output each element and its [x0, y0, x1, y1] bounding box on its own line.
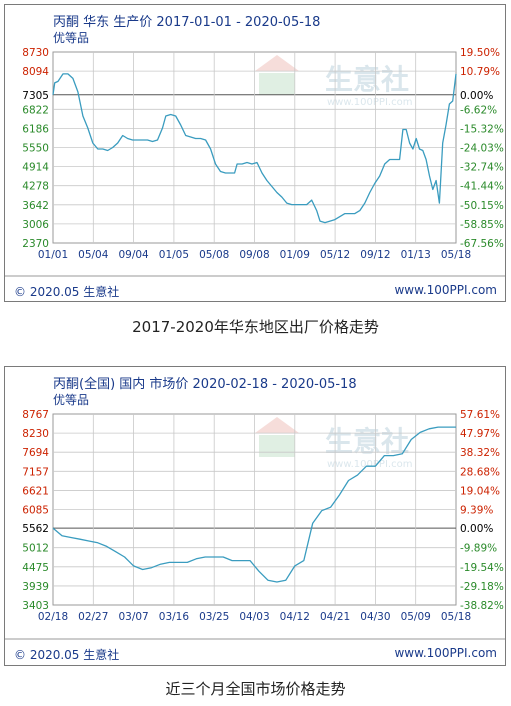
y-tick-right: -67.56%	[460, 238, 504, 250]
watermark-brand: 生意社	[325, 425, 409, 458]
y-tick-left: 8230	[22, 428, 49, 440]
watermark-logo-body	[259, 435, 295, 457]
y-tick-right: -15.32%	[460, 123, 504, 135]
y-tick-right: -19.54%	[460, 562, 504, 574]
x-tick: 02/18	[38, 611, 68, 623]
y-tick-left: 5550	[22, 143, 49, 155]
y-tick-left: 2370	[22, 238, 49, 250]
footer-link[interactable]: www.100PPI.com	[394, 283, 497, 297]
x-tick: 09/08	[239, 249, 269, 261]
y-tick-left: 3403	[22, 600, 49, 612]
x-tick: 03/25	[199, 611, 229, 623]
chart-panel-2: 生意社 www.100PPI.com 8767 57.61% 8230 47.97% 769…	[4, 366, 506, 666]
y-tick-left: 4278	[22, 181, 49, 193]
y-tick-right: 0.00%	[460, 523, 493, 535]
y-tick-right: -29.18%	[460, 581, 504, 593]
chart-1-subtitle: 优等品	[53, 31, 90, 45]
y-tick-right: 47.97%	[460, 428, 500, 440]
footer-link-2[interactable]: www.100PPI.com	[394, 646, 497, 660]
series-line-2	[52, 426, 456, 583]
caption-1: 2017-2020年华东地区出厂价格走势	[132, 318, 379, 336]
watermark-logo-roof	[255, 55, 299, 71]
chart-panel-1: 生意社 www.100PPI.com 8730 19.50% 8094 10.79% 730…	[4, 4, 506, 302]
y-tick-right: -50.15%	[460, 200, 504, 212]
watermark-brand: 生意社	[325, 63, 409, 96]
series-line-1	[52, 73, 457, 224]
x-tick: 04/30	[360, 611, 390, 623]
y-tick-left: 4475	[22, 562, 49, 574]
y-tick-left: 8767	[22, 409, 49, 421]
y-tick-left: 7694	[22, 447, 49, 459]
x-tick: 01/05	[159, 249, 189, 261]
x-tick: 04/12	[280, 611, 310, 623]
y-tick-left: 5562	[22, 523, 49, 535]
y-tick-right: -58.85%	[460, 219, 504, 231]
watermark-logo-roof	[255, 417, 299, 433]
y-tick-left: 8730	[22, 47, 49, 59]
chart-2-title: 丙酮(全国) 国内 市场价 2020-02-18 - 2020-05-18	[53, 377, 357, 392]
y-tick-right: -9.89%	[460, 543, 497, 555]
y-tick-left: 7157	[22, 466, 49, 478]
y-tick-right: 28.68%	[460, 466, 500, 478]
y-tick-left: 3939	[22, 581, 49, 593]
y-tick-right: 19.04%	[460, 485, 500, 497]
watermark-logo-body	[259, 73, 295, 95]
x-tick: 05/08	[199, 249, 229, 261]
x-tick: 09/04	[118, 249, 149, 261]
y-tick-left: 8094	[22, 66, 49, 78]
y-tick-right: -6.62%	[460, 104, 497, 116]
x-tick: 05/18	[441, 249, 471, 261]
x-tick: 05/12	[320, 249, 350, 261]
x-tick: 05/09	[401, 611, 431, 623]
x-tick: 03/16	[159, 611, 190, 623]
y-tick-left: 6186	[22, 123, 49, 135]
watermark-url: www.100PPI.com	[327, 459, 412, 470]
y-tick-right: -32.74%	[460, 162, 504, 174]
y-tick-left: 4914	[22, 162, 49, 174]
y-tick-left: 7305	[22, 90, 49, 102]
x-tick: 09/12	[360, 249, 390, 261]
y-tick-right: 19.50%	[460, 47, 500, 59]
y-tick-left: 3006	[22, 219, 49, 231]
x-tick: 01/13	[401, 249, 431, 261]
footer-copyright: © 2020.05 生意社	[14, 285, 120, 299]
x-tick: 04/21	[320, 611, 350, 623]
y-tick-right: 38.32%	[460, 447, 500, 459]
y-tick-left: 5012	[22, 543, 49, 555]
y-tick-right: 57.61%	[460, 409, 500, 421]
watermark-url: www.100PPI.com	[327, 97, 412, 108]
y-tick-left: 6621	[22, 485, 49, 497]
x-tick: 05/18	[441, 611, 471, 623]
y-tick-right: 10.79%	[460, 66, 500, 78]
y-tick-left: 6822	[22, 104, 49, 116]
x-tick: 02/27	[78, 611, 108, 623]
footer-copyright-2: © 2020.05 生意社	[14, 648, 120, 662]
y-tick-right: -41.44%	[460, 181, 504, 193]
x-tick: 03/07	[118, 611, 148, 623]
x-tick: 01/09	[280, 249, 310, 261]
y-tick-left: 6085	[22, 505, 49, 517]
x-tick: 04/03	[239, 611, 269, 623]
y-tick-right: -38.82%	[460, 600, 504, 612]
y-tick-left: 3642	[22, 200, 49, 212]
chart-2-subtitle: 优等品	[53, 393, 90, 407]
chart-1-title: 丙酮 华东 生产价 2017-01-01 - 2020-05-18	[53, 15, 321, 30]
x-tick: 01/01	[38, 249, 68, 261]
y-tick-right: 0.00%	[460, 90, 493, 102]
y-tick-right: -24.03%	[460, 143, 504, 155]
y-tick-right: 9.39%	[460, 505, 493, 517]
x-tick: 05/04	[78, 249, 109, 261]
caption-2: 近三个月全国市场价格走势	[165, 680, 346, 698]
